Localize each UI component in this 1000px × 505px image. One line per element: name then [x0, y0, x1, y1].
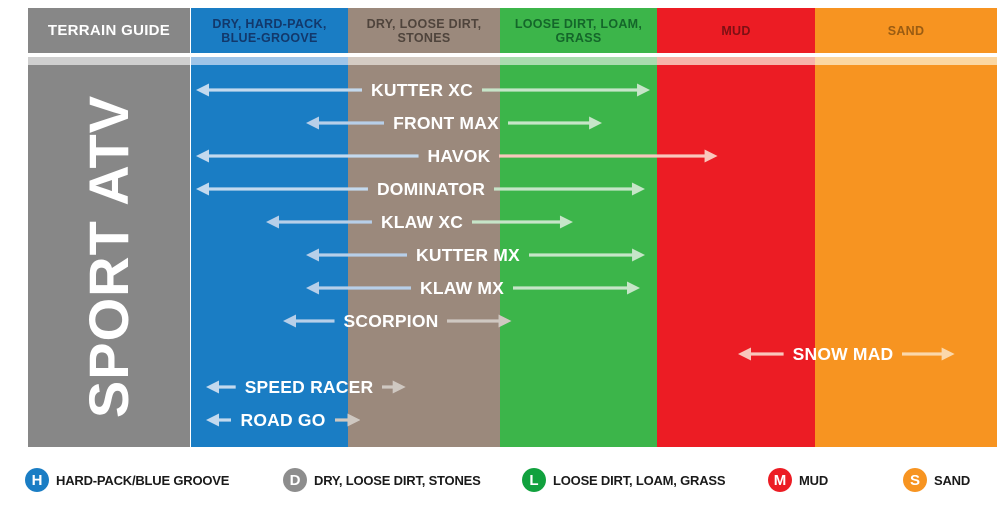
header-cell-sand: SAND — [815, 8, 997, 53]
tire-model-label: KLAW MX — [419, 277, 505, 298]
legend-badge-icon: M — [768, 468, 792, 492]
column-tint-blue — [191, 57, 348, 65]
chart-row: FRONT MAX — [0, 110, 1000, 136]
chart-row: DOMINATOR — [0, 176, 1000, 202]
chart-row: ROAD GO — [0, 407, 1000, 433]
chart-row: KUTTER XC — [0, 77, 1000, 103]
tire-model-label: SCORPION — [343, 310, 439, 331]
right-arrow-icon — [472, 209, 573, 235]
chart-row: SPEED RACER — [0, 374, 1000, 400]
right-arrow-icon — [513, 275, 640, 301]
legend-badge-icon: L — [522, 468, 546, 492]
body-column-sand — [815, 57, 997, 447]
legend-label: HARD-PACK/BLUE GROOVE — [56, 472, 230, 488]
column-tint-green — [500, 57, 657, 65]
tire-model-label: ROAD GO — [240, 409, 326, 430]
right-arrow-icon — [382, 374, 406, 400]
left-arrow-icon — [738, 341, 784, 367]
tire-model-label: SPEED RACER — [244, 376, 374, 397]
chart-row: KUTTER MX — [0, 242, 1000, 268]
right-arrow-icon — [447, 308, 512, 334]
right-arrow-icon — [334, 407, 360, 433]
left-arrow-icon — [196, 143, 419, 169]
header-cell-label: DRY, LOOSE DIRT, STONES — [366, 16, 482, 45]
tire-model-label: HAVOK — [427, 145, 491, 166]
tire-model-label: SNOW MAD — [792, 343, 894, 364]
left-arrow-icon — [206, 374, 236, 400]
header-cell-label: DRY, HARD-PACK, BLUE-GROOVE — [212, 16, 327, 45]
header-cell-label: TERRAIN GUIDE — [47, 21, 171, 39]
left-arrow-icon — [196, 77, 363, 103]
tire-model-label: KUTTER XC — [371, 79, 473, 100]
legend-item-d: D DRY, LOOSE DIRT, STONES — [283, 455, 481, 505]
header-cell-label: LOOSE DIRT, LOAM, GRASS — [514, 16, 643, 45]
header-cell-blue: DRY, HARD-PACK, BLUE-GROOVE — [191, 8, 348, 53]
legend-label: MUD — [799, 472, 829, 488]
legend-item-h: H HARD-PACK/BLUE GROOVE — [25, 455, 229, 505]
header-cell-terrain-guide: TERRAIN GUIDE — [28, 8, 190, 53]
legend-badge-icon: H — [25, 468, 49, 492]
chart-body — [0, 57, 1000, 447]
left-arrow-icon — [283, 308, 335, 334]
right-arrow-icon — [507, 110, 602, 136]
body-column-mud — [657, 57, 815, 447]
chart-row: SNOW MAD — [0, 341, 1000, 367]
right-arrow-icon — [528, 242, 645, 268]
column-tint-sand — [815, 57, 997, 65]
right-arrow-icon — [499, 143, 718, 169]
left-arrow-icon — [196, 176, 368, 202]
legend-badge-icon: D — [283, 468, 307, 492]
header-cell-label: SAND — [887, 23, 925, 38]
tire-model-label: KUTTER MX — [416, 244, 520, 265]
left-arrow-icon — [306, 110, 385, 136]
header-cell-label: MUD — [721, 23, 751, 38]
tire-model-label: DOMINATOR — [376, 178, 486, 199]
legend-item-m: M MUD — [768, 455, 828, 505]
legend-label: SAND — [934, 472, 971, 488]
legend-label: LOOSE DIRT, LOAM, GRASS — [553, 472, 726, 488]
column-tint-title — [28, 57, 190, 65]
chart-row: KLAW XC — [0, 209, 1000, 235]
chart-row: KLAW MX — [0, 275, 1000, 301]
column-tint-mud — [657, 57, 815, 65]
header-separator — [0, 53, 1000, 57]
body-column-title — [28, 65, 190, 447]
chart-row: SCORPION — [0, 308, 1000, 334]
header-cell-brown: DRY, LOOSE DIRT, STONES — [348, 8, 500, 53]
legend-item-s: S SAND — [903, 455, 970, 505]
left-arrow-icon — [206, 407, 232, 433]
right-arrow-icon — [494, 176, 645, 202]
header-cell-mud: MUD — [657, 8, 815, 53]
legend-item-l: L LOOSE DIRT, LOAM, GRASS — [522, 455, 726, 505]
chart-legend: H HARD-PACK/BLUE GROOVE D DRY, LOOSE DIRT, … — [0, 455, 1000, 505]
tire-model-label: KLAW XC — [380, 211, 464, 232]
header-cell-green: LOOSE DIRT, LOAM, GRASS — [500, 8, 657, 53]
legend-label: DRY, LOOSE DIRT, STONES — [314, 472, 481, 488]
chart-row: HAVOK — [0, 143, 1000, 169]
tire-model-label: FRONT MAX — [393, 112, 499, 133]
column-tint-brown — [348, 57, 500, 65]
right-arrow-icon — [481, 77, 650, 103]
left-arrow-icon — [306, 275, 411, 301]
left-arrow-icon — [306, 242, 408, 268]
right-arrow-icon — [902, 341, 955, 367]
legend-badge-icon: S — [903, 468, 927, 492]
left-arrow-icon — [266, 209, 372, 235]
chart-header-row: TERRAIN GUIDE DRY, HARD-PACK, BLUE-GROOVE… — [0, 8, 1000, 53]
